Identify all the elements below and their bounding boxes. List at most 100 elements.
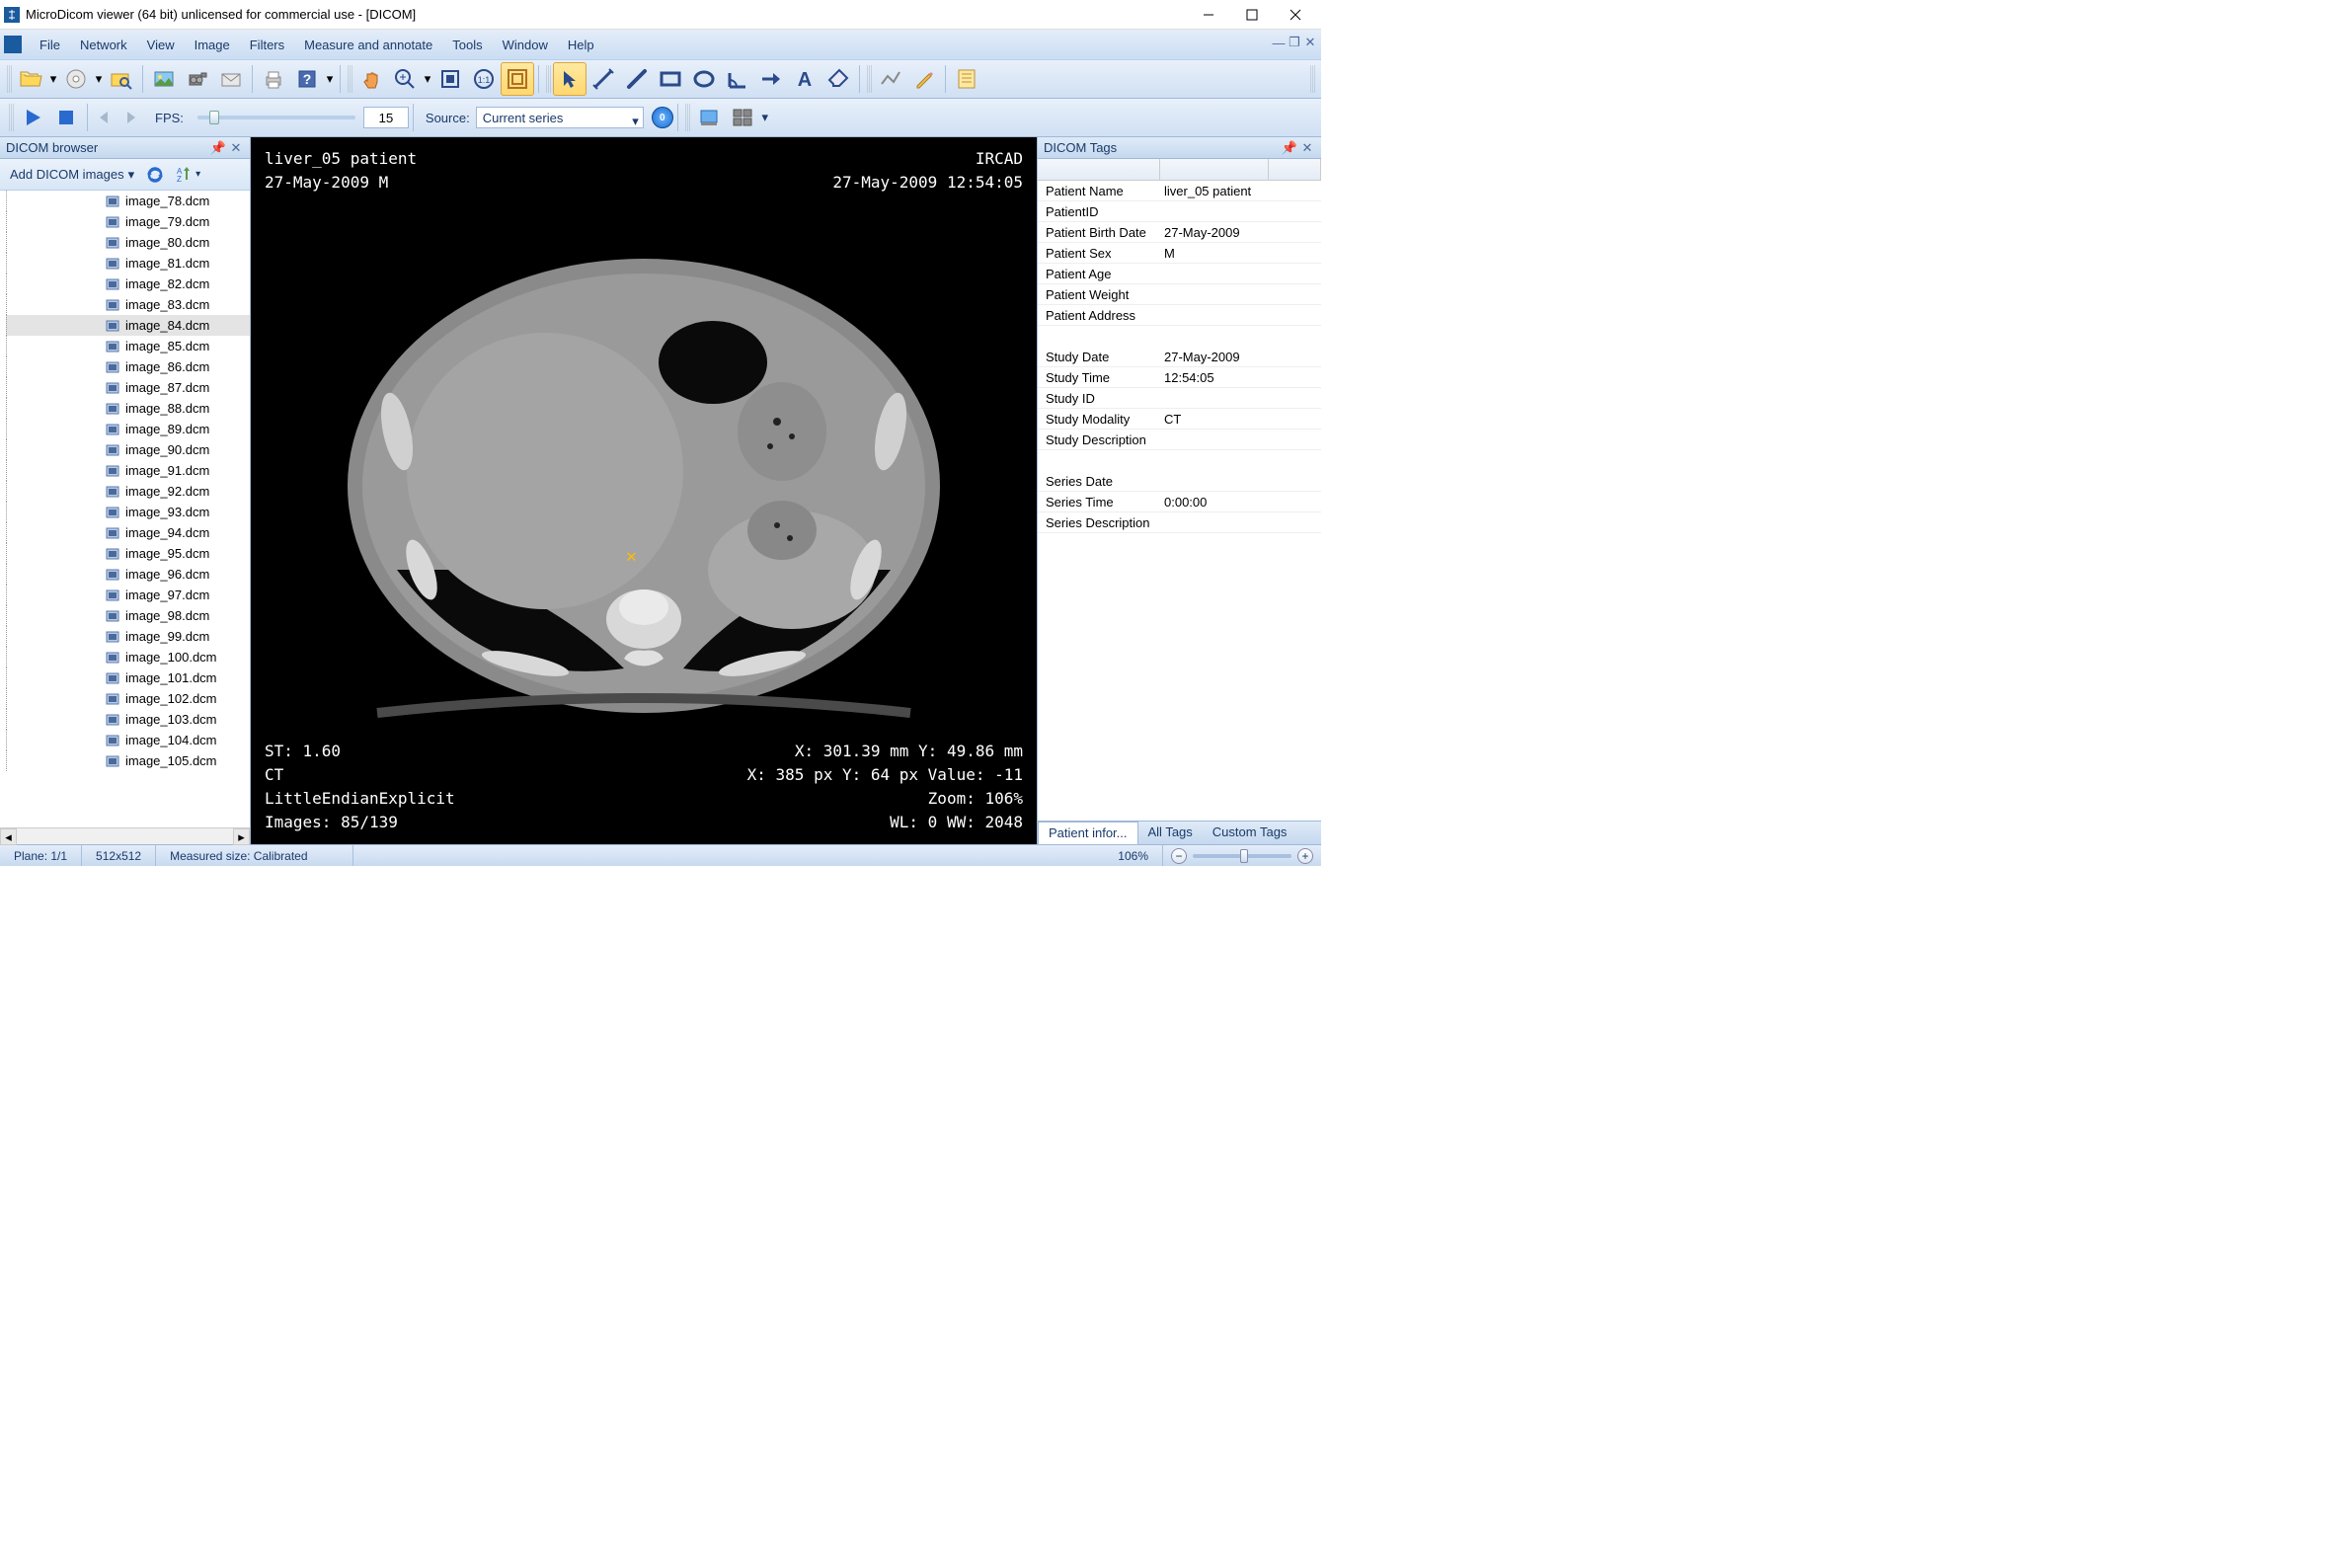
menu-view[interactable]: View	[137, 34, 185, 56]
tag-row[interactable]	[1038, 326, 1321, 347]
close-icon[interactable]: ✕	[228, 140, 244, 156]
pencil-button[interactable]	[907, 62, 941, 96]
tab-patient-infor-[interactable]: Patient infor...	[1038, 822, 1138, 844]
fps-input[interactable]	[363, 107, 409, 128]
tree-item[interactable]: image_97.dcm	[6, 585, 250, 605]
tag-row[interactable]: Patient Birth Date27-May-2009	[1038, 222, 1321, 243]
window-level-button[interactable]	[433, 62, 467, 96]
tag-row[interactable]	[1038, 450, 1321, 471]
tag-row[interactable]: Study Time12:54:05	[1038, 367, 1321, 388]
tree-item[interactable]: image_86.dcm	[6, 356, 250, 377]
menu-window[interactable]: Window	[493, 34, 558, 56]
menu-measure-and-annotate[interactable]: Measure and annotate	[294, 34, 442, 56]
dropdown-icon[interactable]: ▾	[93, 71, 105, 87]
refresh-button[interactable]	[142, 162, 168, 188]
menu-filters[interactable]: Filters	[240, 34, 294, 56]
dropdown-icon[interactable]: ▾	[47, 71, 59, 87]
menu-tools[interactable]: Tools	[442, 34, 492, 56]
tree-item[interactable]: image_104.dcm	[6, 730, 250, 750]
tree-item[interactable]: image_89.dcm	[6, 419, 250, 439]
fps-slider[interactable]	[197, 116, 355, 119]
tag-row[interactable]: Series Date	[1038, 471, 1321, 492]
text-button[interactable]: A	[788, 62, 821, 96]
tag-row[interactable]: Study Description	[1038, 430, 1321, 450]
close-icon[interactable]: ✕	[1299, 140, 1315, 156]
tree-item[interactable]: image_96.dcm	[6, 564, 250, 585]
email-button[interactable]	[214, 62, 248, 96]
tag-row[interactable]: Study ModalityCT	[1038, 409, 1321, 430]
tree-item[interactable]: image_87.dcm	[6, 377, 250, 398]
tag-row[interactable]: PatientID	[1038, 201, 1321, 222]
zoom-button[interactable]	[388, 62, 422, 96]
help-button[interactable]: ?	[290, 62, 324, 96]
layout-grid-button[interactable]	[726, 101, 759, 134]
tree-item[interactable]: image_91.dcm	[6, 460, 250, 481]
tree-item[interactable]: image_103.dcm	[6, 709, 250, 730]
dropdown-icon[interactable]: ▾	[759, 110, 771, 125]
menu-file[interactable]: File	[30, 34, 70, 56]
tree-item[interactable]: image_82.dcm	[6, 274, 250, 294]
video-button[interactable]	[181, 62, 214, 96]
mdi-restore-icon[interactable]: ❐	[1288, 36, 1301, 49]
tree-item[interactable]: image_101.dcm	[6, 667, 250, 688]
tags-table[interactable]: Patient Nameliver_05 patientPatientIDPat…	[1038, 181, 1321, 821]
pin-icon[interactable]: 📌	[210, 140, 226, 156]
image-viewer[interactable]: ✕ liver_05 patient 27-May-2009 M IRCAD 2…	[251, 137, 1037, 844]
polyline-button[interactable]	[874, 62, 907, 96]
tag-row[interactable]: Patient Weight	[1038, 284, 1321, 305]
tree-item[interactable]: image_79.dcm	[6, 211, 250, 232]
tag-row[interactable]: Patient SexM	[1038, 243, 1321, 264]
tree-item[interactable]: image_84.dcm	[6, 315, 250, 336]
rectangle-button[interactable]	[654, 62, 687, 96]
tree-item[interactable]: image_98.dcm	[6, 605, 250, 626]
file-tree[interactable]: image_78.dcmimage_79.dcmimage_80.dcmimag…	[0, 191, 250, 827]
close-button[interactable]	[1274, 1, 1317, 29]
actual-size-button[interactable]: 1:1	[467, 62, 501, 96]
mdi-close-icon[interactable]: ✕	[1303, 36, 1317, 49]
fit-window-button[interactable]	[501, 62, 534, 96]
play-button[interactable]	[16, 101, 49, 134]
chevron-down-icon[interactable]: ▾	[196, 169, 200, 180]
tree-item[interactable]: image_100.dcm	[6, 647, 250, 667]
tab-custom-tags[interactable]: Custom Tags	[1203, 822, 1297, 844]
zoom-in-button[interactable]: +	[1297, 848, 1313, 864]
stop-button[interactable]	[49, 101, 83, 134]
next-button[interactable]	[117, 105, 143, 130]
pin-icon[interactable]: 📌	[1282, 140, 1297, 156]
tree-item[interactable]: image_90.dcm	[6, 439, 250, 460]
dropdown-icon[interactable]: ▾	[324, 71, 336, 87]
tree-item[interactable]: image_83.dcm	[6, 294, 250, 315]
menu-image[interactable]: Image	[185, 34, 240, 56]
tree-item[interactable]: image_95.dcm	[6, 543, 250, 564]
disc-button[interactable]	[59, 62, 93, 96]
zoom-out-button[interactable]: −	[1171, 848, 1187, 864]
tree-item[interactable]: image_78.dcm	[6, 191, 250, 211]
maximize-button[interactable]	[1230, 1, 1274, 29]
tree-item[interactable]: image_88.dcm	[6, 398, 250, 419]
tree-item[interactable]: image_105.dcm	[6, 750, 250, 771]
image-button[interactable]	[147, 62, 181, 96]
counter-button[interactable]: 0	[652, 107, 673, 128]
search-folder-button[interactable]	[105, 62, 138, 96]
tree-item[interactable]: image_81.dcm	[6, 253, 250, 274]
dropdown-icon[interactable]: ▾	[422, 71, 433, 87]
properties-button[interactable]	[950, 62, 983, 96]
tree-item[interactable]: image_85.dcm	[6, 336, 250, 356]
minimize-button[interactable]	[1187, 1, 1230, 29]
source-select[interactable]: Current series ▾	[476, 107, 644, 128]
tag-row[interactable]: Series Description	[1038, 512, 1321, 533]
layout-single-button[interactable]	[692, 101, 726, 134]
line-button[interactable]	[620, 62, 654, 96]
tag-row[interactable]: Series Time0:00:00	[1038, 492, 1321, 512]
tree-item[interactable]: image_102.dcm	[6, 688, 250, 709]
tree-item[interactable]: image_80.dcm	[6, 232, 250, 253]
tag-row[interactable]: Study Date27-May-2009	[1038, 347, 1321, 367]
open-folder-button[interactable]	[14, 62, 47, 96]
pointer-button[interactable]	[553, 62, 586, 96]
horizontal-scrollbar[interactable]: ◂▸	[0, 827, 250, 844]
zoom-slider[interactable]	[1193, 854, 1291, 858]
sort-button[interactable]: AZ	[170, 162, 196, 188]
tree-item[interactable]: image_94.dcm	[6, 522, 250, 543]
tree-item[interactable]: image_99.dcm	[6, 626, 250, 647]
ruler-button[interactable]	[586, 62, 620, 96]
